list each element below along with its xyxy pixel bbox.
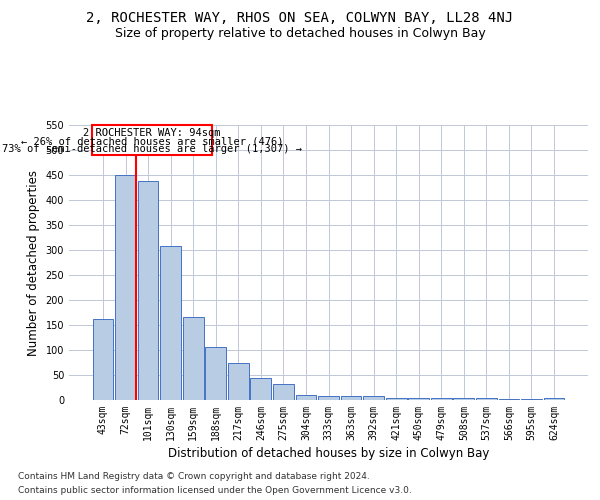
Bar: [228, 363, 248, 400]
Bar: [115, 174, 136, 400]
Bar: [341, 396, 361, 400]
Bar: [250, 378, 271, 400]
Bar: [386, 398, 407, 400]
Text: 2 ROCHESTER WAY: 94sqm: 2 ROCHESTER WAY: 94sqm: [83, 128, 221, 138]
Bar: [92, 125, 212, 155]
Bar: [137, 181, 158, 400]
Text: 2, ROCHESTER WAY, RHOS ON SEA, COLWYN BAY, LL28 4NJ: 2, ROCHESTER WAY, RHOS ON SEA, COLWYN BA…: [86, 11, 514, 25]
Bar: [499, 398, 520, 400]
Y-axis label: Number of detached properties: Number of detached properties: [27, 170, 40, 356]
Bar: [183, 316, 203, 400]
Text: ← 26% of detached houses are smaller (476): ← 26% of detached houses are smaller (47…: [20, 136, 283, 146]
Bar: [521, 398, 542, 400]
Bar: [409, 398, 429, 400]
Text: Contains HM Land Registry data © Crown copyright and database right 2024.: Contains HM Land Registry data © Crown c…: [18, 472, 370, 481]
Bar: [318, 396, 339, 400]
Bar: [476, 398, 497, 400]
Bar: [296, 394, 316, 400]
Bar: [544, 398, 565, 400]
Bar: [205, 347, 226, 400]
Bar: [273, 384, 294, 400]
Bar: [454, 398, 474, 400]
Bar: [160, 246, 181, 400]
Bar: [363, 396, 384, 400]
Bar: [431, 398, 452, 400]
Text: 73% of semi-detached houses are larger (1,307) →: 73% of semi-detached houses are larger (…: [2, 144, 302, 154]
Text: Size of property relative to detached houses in Colwyn Bay: Size of property relative to detached ho…: [115, 28, 485, 40]
Bar: [92, 318, 113, 400]
X-axis label: Distribution of detached houses by size in Colwyn Bay: Distribution of detached houses by size …: [168, 447, 489, 460]
Text: Contains public sector information licensed under the Open Government Licence v3: Contains public sector information licen…: [18, 486, 412, 495]
